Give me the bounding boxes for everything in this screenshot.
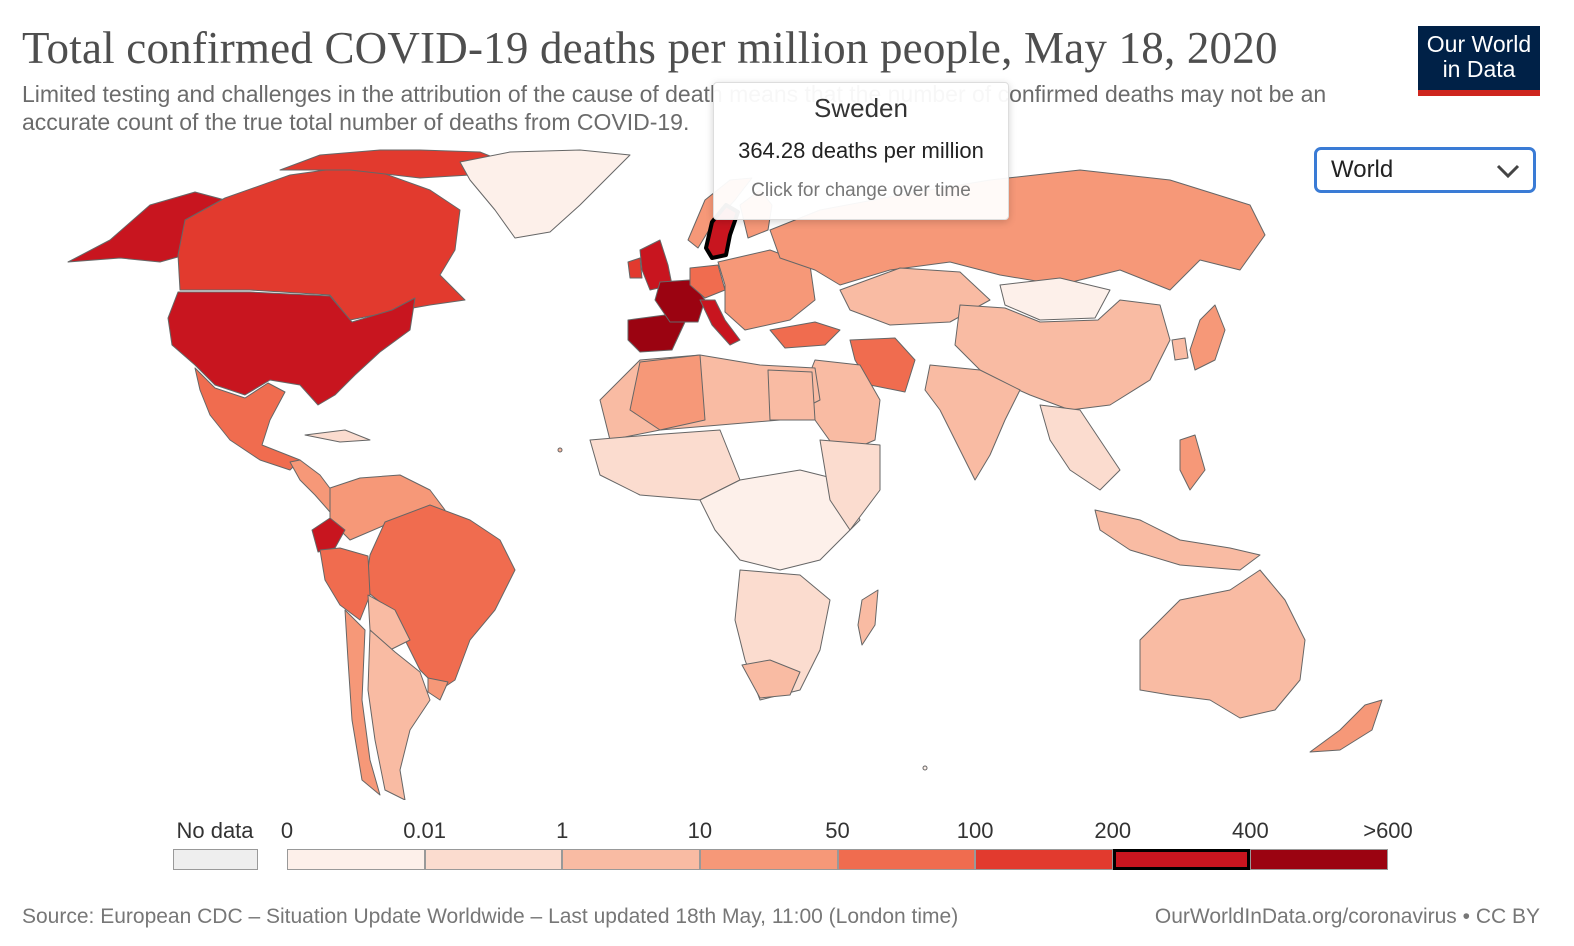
- legend-bin-label: 0.01: [403, 818, 447, 843]
- country-india[interactable]: [924, 364, 1021, 481]
- country-usa[interactable]: [167, 291, 416, 406]
- tooltip-country: Sweden: [814, 93, 908, 123]
- legend-bin-swatch[interactable]: [975, 849, 1113, 870]
- country-uruguay[interactable]: [427, 677, 449, 701]
- chart-subtitle: Limited testing and challenges in the at…: [22, 81, 1327, 135]
- country-argentina[interactable]: [367, 629, 431, 800]
- legend-bin-label: 200: [1094, 818, 1132, 843]
- island-small: [922, 765, 928, 771]
- logo-line-1: Our World: [1426, 31, 1532, 57]
- country-japan[interactable]: [1189, 304, 1226, 371]
- country-south-korea[interactable]: [1171, 337, 1189, 361]
- legend-bin-swatch[interactable]: [699, 849, 838, 870]
- legend-bin-swatch[interactable]: [287, 849, 425, 870]
- world-map[interactable]: [0, 140, 1574, 800]
- country-chile[interactable]: [344, 609, 381, 796]
- country-south-africa[interactable]: [741, 659, 801, 699]
- country-greenland[interactable]: [459, 149, 631, 239]
- country-southeast-asia[interactable]: [1039, 404, 1121, 491]
- country-peru[interactable]: [319, 547, 371, 621]
- chart-title: Total confirmed COVID-19 deaths per mill…: [22, 23, 1278, 73]
- source-note: Source: European CDC – Situation Update …: [22, 905, 959, 928]
- legend-bin-swatch[interactable]: [837, 849, 976, 870]
- country-central-africa[interactable]: [699, 469, 861, 571]
- country-bolivia[interactable]: [367, 594, 411, 651]
- tooltip-hint: Click for change over time: [751, 180, 971, 201]
- legend-no-data-label: No data: [176, 818, 254, 843]
- legend-end-label: >600: [1363, 818, 1413, 843]
- country-west-africa[interactable]: [589, 429, 741, 501]
- legend-bin-swatch[interactable]: [562, 849, 700, 870]
- country-cuba[interactable]: [304, 429, 371, 443]
- map-tooltip: Sweden 364.28 deaths per million Click f…: [713, 82, 1009, 220]
- legend-bin-swatch[interactable]: [424, 849, 563, 870]
- country-ireland[interactable]: [627, 257, 643, 279]
- credit-link[interactable]: OurWorldInData.org/coronavirus • CC BY: [1154, 905, 1540, 928]
- country-mexico[interactable]: [194, 367, 301, 471]
- legend-bin-label: 50: [825, 818, 850, 843]
- region-select[interactable]: World: [1314, 147, 1536, 193]
- legend-bin-label: 10: [687, 818, 713, 843]
- country-ecuador[interactable]: [311, 517, 346, 553]
- tooltip-value: 364.28 deaths per million: [738, 138, 984, 163]
- country-germany[interactable]: [689, 264, 726, 299]
- country-italy[interactable]: [699, 299, 741, 346]
- country-australia[interactable]: [1139, 569, 1306, 719]
- country-indonesia[interactable]: [1094, 509, 1261, 571]
- country-madagascar[interactable]: [857, 589, 879, 646]
- legend-bin-swatch[interactable]: [1250, 849, 1388, 870]
- chevron-down-icon: [1495, 160, 1521, 188]
- legend-bin-label: 1: [556, 818, 569, 843]
- region-select-value: World: [1331, 156, 1394, 183]
- country-brazil[interactable]: [364, 504, 516, 691]
- legend-bin-label: 400: [1232, 818, 1269, 843]
- country-east-africa[interactable]: [819, 439, 881, 531]
- country-new-zealand[interactable]: [1309, 699, 1383, 753]
- owid-logo[interactable]: Our World in Data: [1418, 26, 1540, 96]
- country-turkey[interactable]: [769, 321, 841, 349]
- country-philippines[interactable]: [1179, 434, 1206, 491]
- island-small: [557, 447, 563, 453]
- logo-line-2: in Data: [1442, 56, 1516, 82]
- country-egypt[interactable]: [767, 369, 816, 421]
- legend-bin-label: 0: [280, 818, 294, 843]
- country-algeria[interactable]: [629, 354, 706, 431]
- legend-no-data-swatch[interactable]: [173, 849, 258, 870]
- legend-bin-label: 100: [956, 818, 994, 843]
- country-mongolia[interactable]: [999, 277, 1111, 321]
- legend-bin-swatch[interactable]: [1112, 849, 1251, 870]
